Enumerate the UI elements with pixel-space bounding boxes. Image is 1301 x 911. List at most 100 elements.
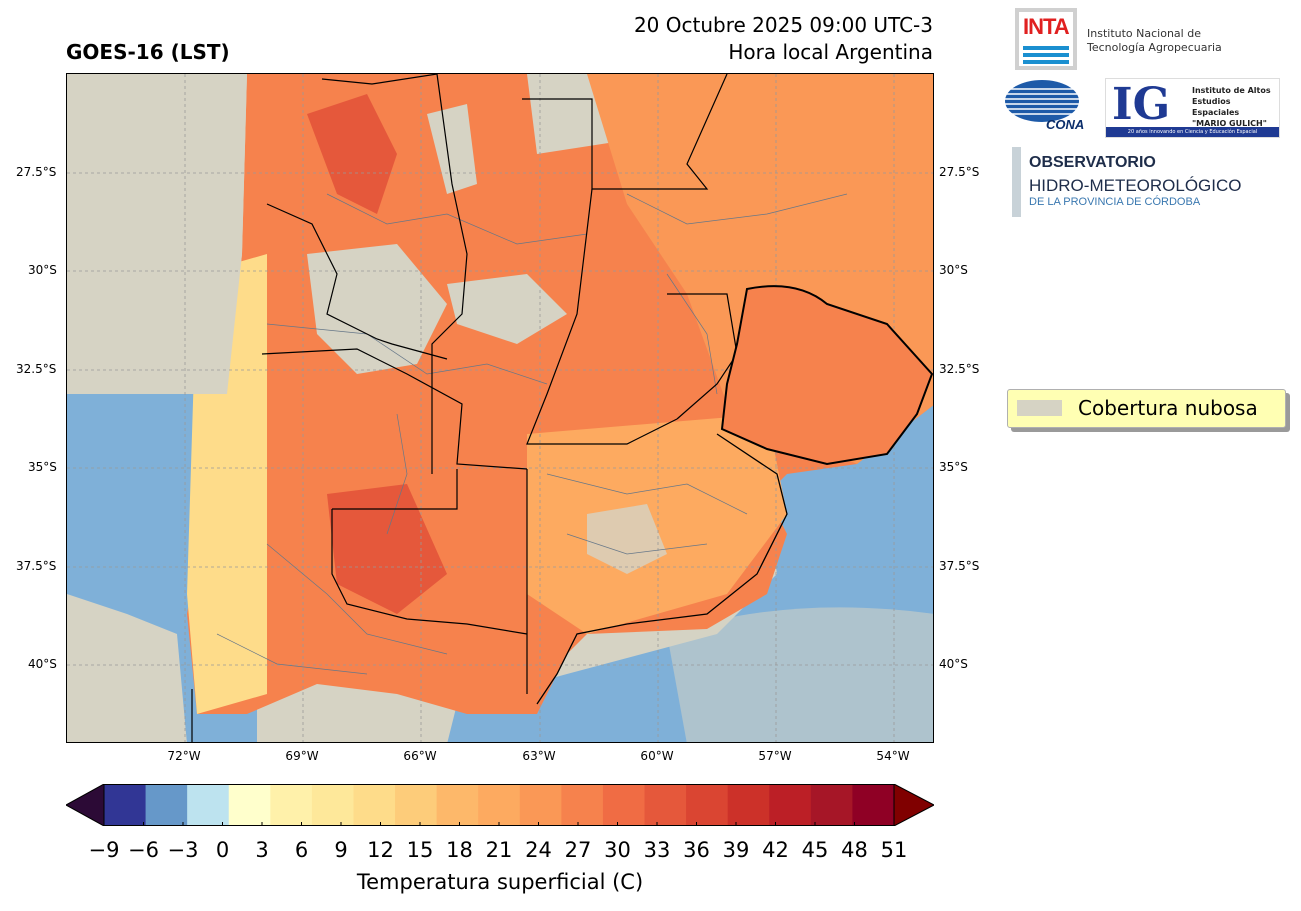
lon-label: 57°W	[758, 749, 792, 763]
buenos-aires-region	[527, 414, 787, 634]
cloud-legend-swatch	[1017, 400, 1062, 416]
colorbar-tick-label: 9	[334, 838, 348, 862]
colorbar-tick-label: 36	[683, 838, 710, 862]
colorbar-tick-label: 51	[880, 838, 908, 862]
coastline	[536, 433, 788, 705]
colorbar-tick-label: 15	[406, 838, 434, 862]
colorbar-segment	[810, 784, 853, 826]
colorbar-segment	[187, 784, 230, 826]
map-datetime: 20 Octubre 2025 09:00 UTC-3 Hora local A…	[634, 12, 933, 66]
lat-label-right: 32.5°S	[939, 362, 980, 376]
colorbar-segment	[353, 784, 396, 826]
colorbar-tick-label: −9	[88, 838, 120, 862]
colorbar-tick-label: −6	[128, 838, 159, 862]
inta-logo-inner: INTA	[1019, 12, 1073, 66]
lon-label: 60°W	[640, 749, 674, 763]
lat-label-left: 30°S	[28, 263, 57, 277]
cloud-ba	[587, 504, 667, 574]
ig-logo-line: Estudios Espaciales	[1192, 97, 1240, 117]
lon-label: 54°W	[876, 749, 910, 763]
inta-logo-stripe	[1023, 53, 1069, 57]
ig-logo-band: 20 años innovando en Ciencia y Educación…	[1106, 127, 1279, 137]
graticule	[67, 74, 933, 742]
colorbar-segment	[311, 784, 354, 826]
colorbar-segment	[561, 784, 604, 826]
colorbar-tick-label: 18	[446, 838, 473, 862]
lat-label-right: 35°S	[939, 460, 968, 474]
colorbar	[66, 784, 934, 826]
colorbar-under-arrow	[66, 784, 105, 826]
lon-label: 63°W	[522, 749, 556, 763]
lat-label-left: 32.5°S	[16, 362, 57, 376]
colorbar-over-arrow	[893, 784, 934, 826]
inta-logo: INTA	[1015, 8, 1077, 70]
inta-name-line: Instituto Nacional de	[1087, 27, 1201, 40]
ig-logo-mark: IG	[1112, 79, 1171, 130]
cloud-chile-north	[67, 74, 247, 394]
colorbar-tick-label: 6	[294, 838, 309, 862]
ig-logo-line: Instituto de Altos	[1192, 86, 1271, 95]
colorbar-tick-label: 39	[722, 838, 750, 862]
colorbar-title: Temperatura superficial (C)	[356, 870, 644, 894]
colorbar-tick-label: 12	[367, 838, 394, 862]
colorbar-tick-label: 3	[255, 838, 269, 862]
lon-label: 72°W	[167, 749, 201, 763]
lon-label: 69°W	[285, 749, 319, 763]
colorbar-segment	[228, 784, 271, 826]
cloud-santafe	[447, 274, 567, 344]
inta-name-line: Tecnología Agropecuaria	[1087, 41, 1222, 54]
department-borders	[216, 193, 848, 675]
colorbar-tick-label: 27	[564, 838, 592, 862]
lon-label: 66°W	[403, 749, 437, 763]
observatorio-title: OBSERVATORIO	[1029, 154, 1156, 171]
colorbar-segment	[769, 784, 812, 826]
cloud-cordoba	[307, 244, 447, 374]
lat-label-right: 37.5°S	[939, 559, 980, 573]
cloud-north	[427, 104, 477, 194]
ig-logo: IG Instituto de Altos Estudios Espaciale…	[1105, 78, 1280, 138]
colorbar-tick-label: 45	[801, 838, 829, 862]
lat-label-left: 37.5°S	[16, 559, 57, 573]
cloud-patch-sea	[667, 607, 933, 742]
conae-logo-text: CONAE	[1046, 117, 1084, 131]
colorbar-segment	[270, 784, 313, 826]
lat-label-right: 30°S	[939, 263, 968, 277]
colorbar-tick-label: 0	[215, 838, 230, 862]
lat-label-left: 40°S	[28, 657, 57, 671]
inta-logo-stripe	[1023, 60, 1069, 64]
hot-spot-west	[327, 484, 447, 614]
uruguay-outline	[720, 285, 933, 466]
local-time-line: Hora local Argentina	[728, 40, 933, 64]
cloud-legend: Cobertura nubosa	[1007, 389, 1286, 428]
colorbar-segment	[644, 784, 687, 826]
colorbar-segment	[436, 784, 479, 826]
colorbar-segment	[395, 784, 438, 826]
colorbar-tick-label: 33	[643, 838, 671, 862]
datetime-line: 20 Octubre 2025 09:00 UTC-3	[633, 13, 933, 37]
cloud-legend-label: Cobertura nubosa	[1078, 396, 1258, 420]
observatorio-subtitle: HIDRO-METEOROLÓGICO	[1029, 176, 1242, 195]
colorbar-segment	[852, 784, 895, 826]
colorbar-tick-label: 48	[841, 838, 868, 862]
hot-spot-north	[307, 94, 397, 214]
colorbar-segment	[478, 784, 521, 826]
ig-logo-text: Instituto de Altos Estudios Espaciales "…	[1192, 85, 1279, 129]
colorbar-tick-label: −3	[167, 838, 199, 862]
colorbar-tick-label: 24	[525, 838, 552, 862]
ig-logo-line: "MARIO GULICH"	[1192, 119, 1267, 128]
colorbar-segment	[727, 784, 770, 826]
observatorio-province: DE LA PROVINCIA DE CÓRDOBA	[1029, 196, 1201, 208]
colorbar-tick-label: 42	[762, 838, 789, 862]
lat-label-right: 40°S	[939, 657, 968, 671]
colorbar-segment	[104, 784, 147, 826]
map-canvas	[67, 74, 933, 742]
province-borders	[191, 74, 738, 742]
colorbar-segment	[686, 784, 729, 826]
colorbar-tick-label: 21	[485, 838, 513, 862]
lst-map	[66, 73, 934, 743]
conae-logo: CONAE	[1005, 80, 1084, 131]
colorbar-segment	[519, 784, 562, 826]
inta-logo-mark: INTA	[1023, 14, 1070, 39]
map-title: GOES-16 (LST)	[66, 40, 230, 64]
colorbar-segment	[145, 784, 188, 826]
